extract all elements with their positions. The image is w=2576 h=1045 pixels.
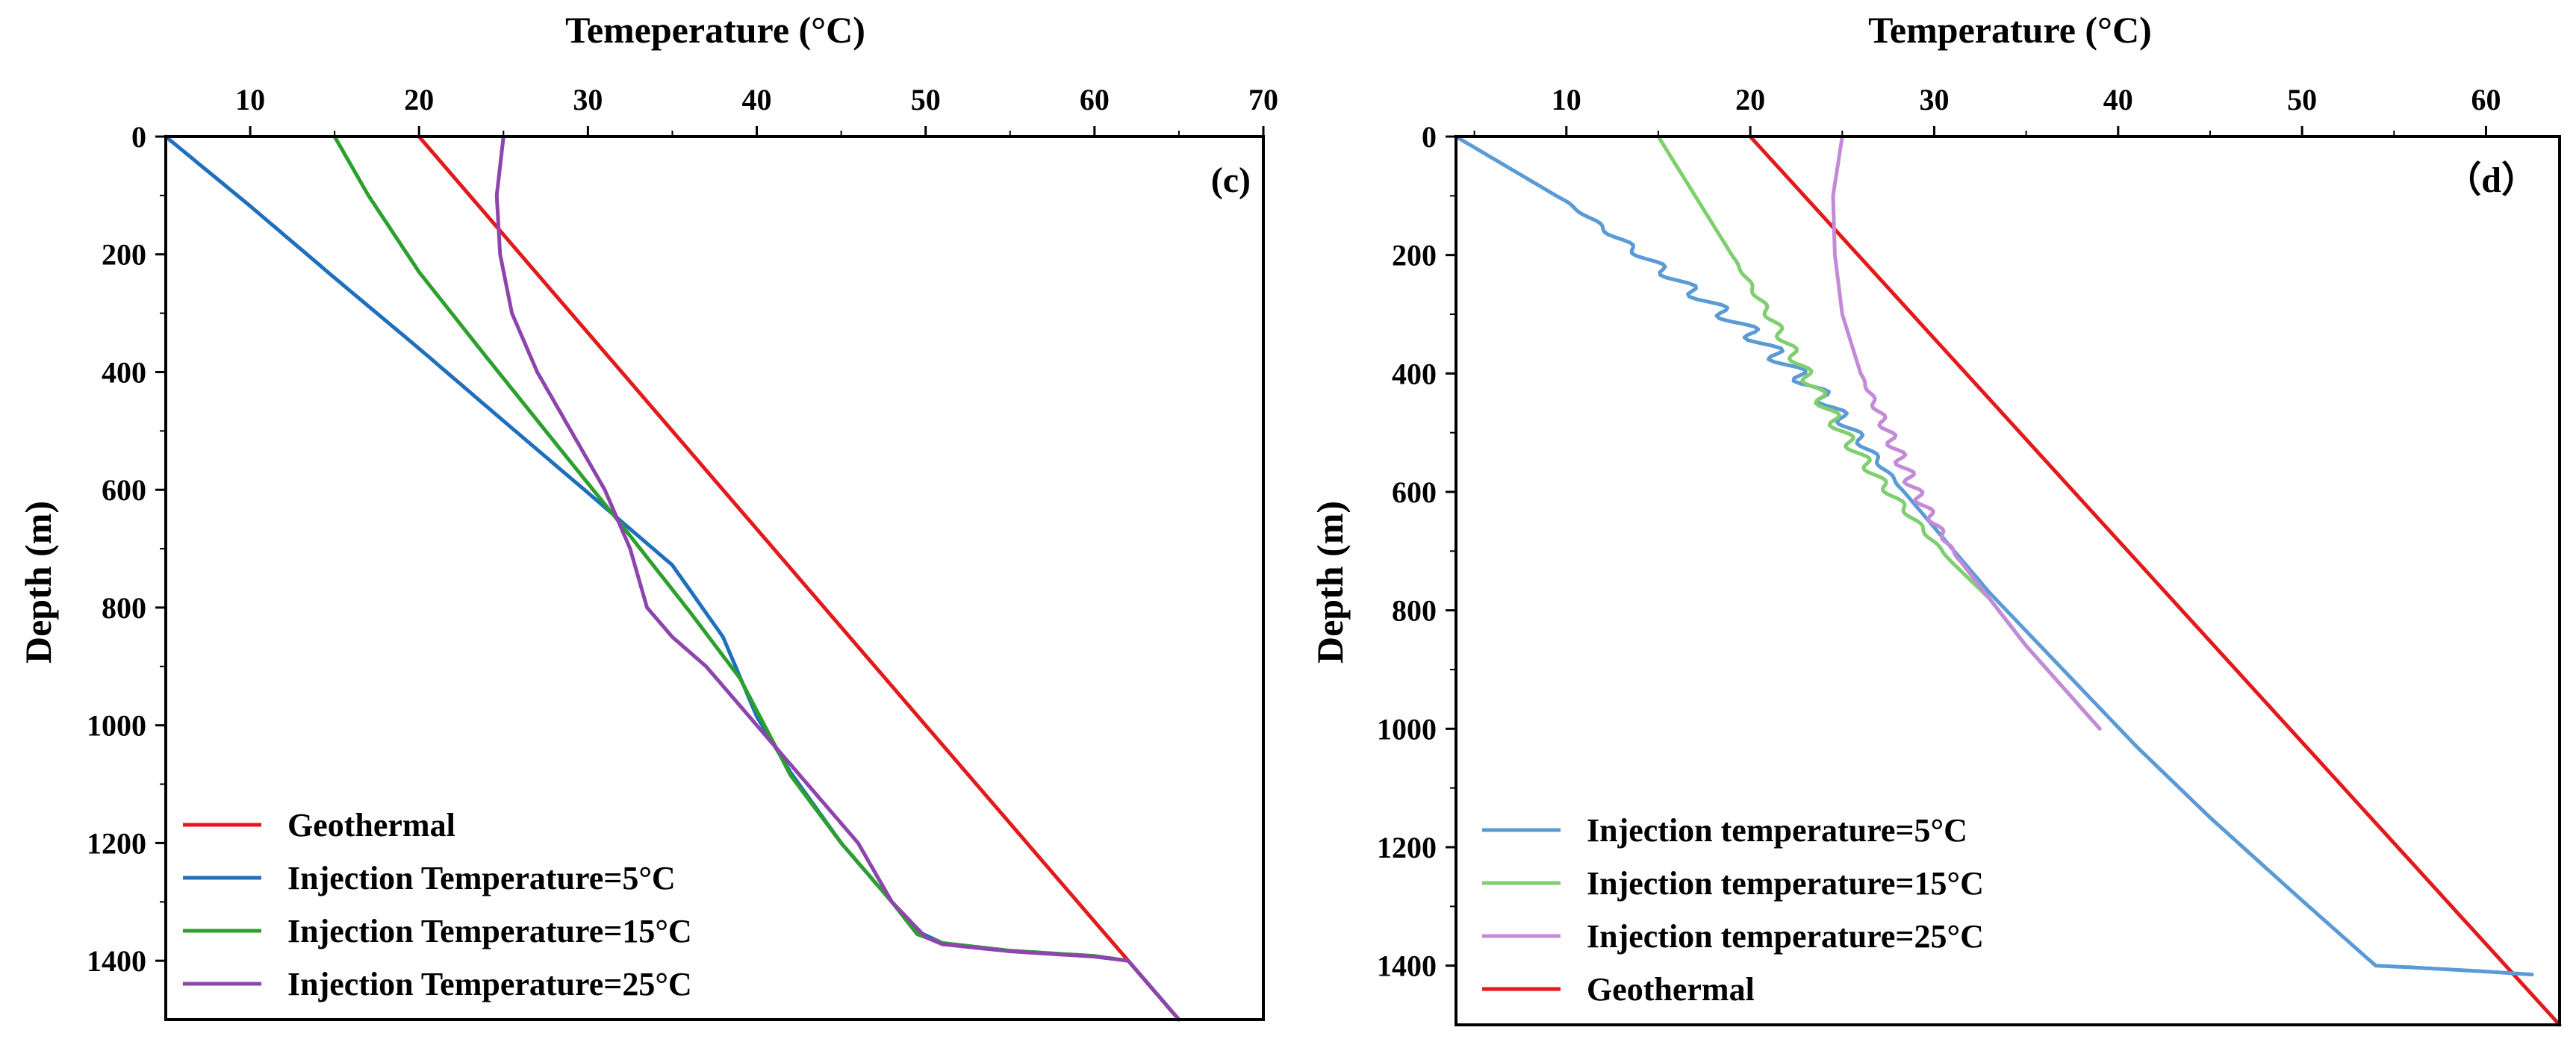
chart-title-c: Temeperature (°C) <box>565 9 865 51</box>
legend-label-inj25: Injection temperature=25°C <box>1587 918 1984 955</box>
panel-label-d: （d） <box>2445 160 2537 200</box>
x-tick-label: 30 <box>1919 83 1949 116</box>
y-tick-label: 1400 <box>1377 949 1437 983</box>
series-line-geo <box>1748 134 2562 1027</box>
y-tick-label: 200 <box>102 238 146 272</box>
x-tick-label: 40 <box>742 83 772 116</box>
x-tick-label: 70 <box>1248 83 1278 116</box>
y-tick-label: 0 <box>131 120 146 154</box>
y-tick-label: 800 <box>102 591 146 625</box>
series-group-c <box>164 134 1181 1022</box>
series-line-inj25 <box>1831 134 2102 731</box>
x-tick-label: 10 <box>235 83 265 116</box>
legend-label-geo: Geothermal <box>1587 971 1755 1008</box>
x-ticks-d: 10 20 30 40 50 60 <box>1473 83 2501 137</box>
y-tick-label: 600 <box>1392 475 1437 509</box>
y-tick-label: 200 <box>1392 239 1437 272</box>
x-tick-label: 40 <box>2103 83 2133 116</box>
legend-label-inj5: Injection temperature=5°C <box>1587 812 1967 849</box>
x-tick-label: 20 <box>1735 83 1765 116</box>
plot-frame-c <box>164 135 1265 1021</box>
y-tick-label: 400 <box>1392 357 1437 390</box>
series-group-d <box>1454 134 2562 1027</box>
chart-title-d: Temperature (°C) <box>1868 9 2152 51</box>
y-tick-label: 0 <box>1422 120 1437 154</box>
legend-label-inj5: Injection Temperature=5°C <box>287 860 676 896</box>
chart-panel-c: Temeperature (°C) Depth (m) 10 20 30 40 50 60… <box>17 9 1278 1022</box>
chart-panel-d: Temperature (°C) Depth (m) 10 20 30 40 50 60 … <box>1309 9 2562 1027</box>
y-tick-label: 600 <box>102 473 146 507</box>
y-ticks-c: 0 200 400 600 800 1000 1200 1400 <box>87 120 166 978</box>
y-tick-label: 1400 <box>87 944 146 978</box>
x-tick-label: 50 <box>911 83 941 116</box>
series-line-inj25 <box>494 134 1181 1022</box>
y-axis-label-d: Depth (m) <box>1309 501 1351 664</box>
legend-label-inj15: Injection temperature=15°C <box>1587 865 1984 902</box>
legend-label-geo: Geothermal <box>287 807 455 843</box>
legend-label-inj15: Injection Temperature=15°C <box>287 913 692 949</box>
legend-c: Geothermal Injection Temperature=5°C Injec… <box>183 807 692 1002</box>
x-ticks-c: 10 20 30 40 50 60 70 <box>235 83 1278 137</box>
panel-label-c: (c) <box>1211 160 1251 200</box>
x-tick-label: 50 <box>2287 83 2317 116</box>
y-tick-label: 1000 <box>1377 712 1437 746</box>
x-tick-label: 30 <box>573 83 603 116</box>
y-ticks-d: 0 200 400 600 800 1000 1200 1400 <box>1377 120 1456 983</box>
legend-d: Injection temperature=5°C Injection tempe… <box>1482 812 1984 1008</box>
y-tick-label: 800 <box>1392 594 1437 628</box>
legend-label-inj25: Injection Temperature=25°C <box>287 966 692 1002</box>
y-tick-label: 400 <box>102 355 146 389</box>
y-axis-label-c: Depth (m) <box>17 501 59 664</box>
plot-frame-d <box>1455 135 2561 1026</box>
y-tick-label: 1200 <box>87 826 146 860</box>
x-tick-label: 10 <box>1552 83 1581 116</box>
series-line-inj5 <box>1454 134 2534 977</box>
y-tick-label: 1200 <box>1377 831 1437 864</box>
x-tick-label: 60 <box>2471 83 2501 116</box>
y-tick-label: 1000 <box>87 709 146 743</box>
x-tick-label: 60 <box>1080 83 1110 116</box>
x-tick-label: 20 <box>404 83 434 116</box>
